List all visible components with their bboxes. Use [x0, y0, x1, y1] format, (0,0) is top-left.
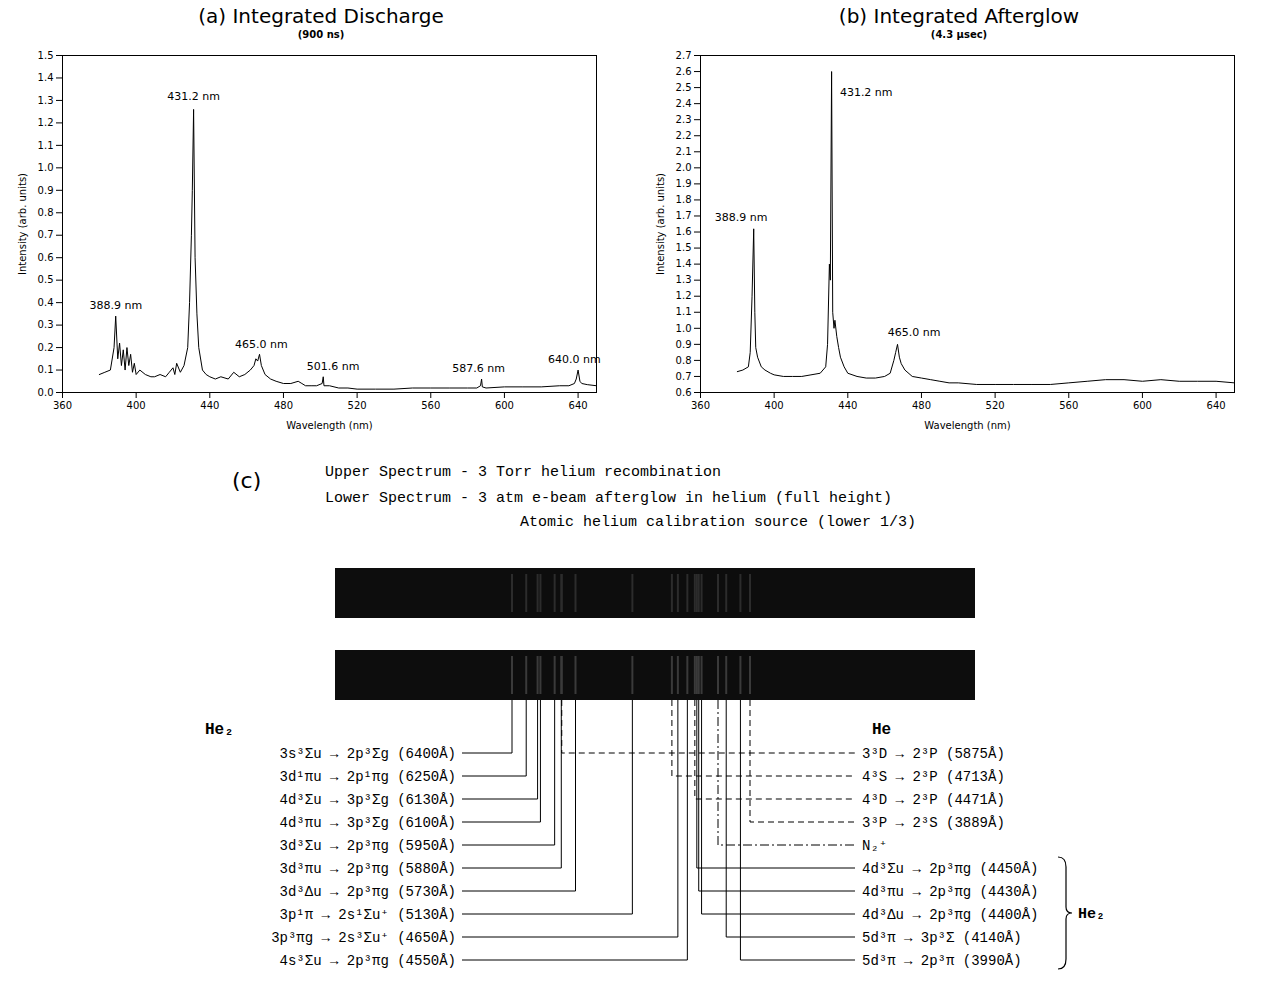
svg-text:431.2 nm: 431.2 nm [167, 90, 220, 103]
svg-text:1.4: 1.4 [676, 258, 692, 269]
svg-text:0.3: 0.3 [38, 319, 54, 330]
svg-text:4³S → 2³P (4713Å): 4³S → 2³P (4713Å) [862, 769, 1005, 785]
svg-text:2.1: 2.1 [676, 146, 692, 157]
svg-text:3d³Σu → 2p³πg (5950Å): 3d³Σu → 2p³πg (5950Å) [280, 838, 456, 854]
svg-text:5d³π → 3p³Σ (4140Å): 5d³π → 3p³Σ (4140Å) [862, 930, 1022, 946]
svg-text:3³P → 2³S (3889Å): 3³P → 2³S (3889Å) [862, 815, 1005, 831]
svg-text:1.9: 1.9 [676, 178, 692, 189]
svg-text:2.6: 2.6 [676, 66, 692, 77]
svg-text:1.2: 1.2 [38, 117, 54, 128]
svg-text:0.7: 0.7 [38, 229, 54, 240]
svg-text:600: 600 [495, 400, 514, 411]
svg-text:400: 400 [765, 400, 784, 411]
svg-text:465.0 nm: 465.0 nm [888, 326, 941, 339]
svg-text:4³D → 2³P (4471Å): 4³D → 2³P (4471Å) [862, 792, 1005, 808]
svg-text:1.4: 1.4 [38, 72, 54, 83]
html-text:(900 ns): (900 ns) [297, 29, 345, 40]
svg-text:0.5: 0.5 [38, 274, 54, 285]
svg-text:560: 560 [421, 400, 440, 411]
svg-text:0.9: 0.9 [676, 339, 692, 350]
html-text:(a) Integrated Discharge: (a) Integrated Discharge [198, 4, 444, 28]
svg-text:3d³πu → 2p³πg (5880Å): 3d³πu → 2p³πg (5880Å) [280, 861, 456, 877]
svg-text:0.2: 0.2 [38, 342, 54, 353]
svg-text:480: 480 [274, 400, 293, 411]
svg-text:2.0: 2.0 [676, 162, 692, 173]
svg-text:Lower Spectrum - 3 atm e-beam: Lower Spectrum - 3 atm e-beam afterglow … [325, 490, 892, 507]
svg-text:3p³πg → 2s³Σu⁺ (4650Å): 3p³πg → 2s³Σu⁺ (4650Å) [271, 930, 456, 946]
svg-text:3³D → 2³P (5875Å): 3³D → 2³P (5875Å) [862, 746, 1005, 762]
svg-text:501.6 nm: 501.6 nm [307, 360, 360, 373]
svg-text:520: 520 [348, 400, 367, 411]
svg-text:1.3: 1.3 [676, 274, 692, 285]
svg-text:360: 360 [691, 400, 710, 411]
svg-text:Wavelength (nm): Wavelength (nm) [286, 420, 372, 431]
svg-text:2.2: 2.2 [676, 130, 692, 141]
svg-text:440: 440 [838, 400, 857, 411]
svg-text:1.1: 1.1 [38, 140, 54, 151]
svg-text:1.6: 1.6 [676, 226, 692, 237]
svg-text:0.0: 0.0 [38, 387, 54, 398]
svg-text:He₂: He₂ [1078, 906, 1105, 923]
svg-text:587.6 nm: 587.6 nm [452, 362, 505, 375]
svg-text:Intensity (arb. units): Intensity (arb. units) [655, 173, 666, 275]
svg-text:Upper Spectrum - 3 Torr helium: Upper Spectrum - 3 Torr helium recombina… [325, 464, 721, 481]
svg-text:5d³π → 2p³π (3990Å): 5d³π → 2p³π (3990Å) [862, 953, 1022, 969]
svg-text:431.2 nm: 431.2 nm [840, 86, 893, 99]
svg-text:0.9: 0.9 [38, 185, 54, 196]
svg-text:440: 440 [200, 400, 219, 411]
svg-text:480: 480 [912, 400, 931, 411]
svg-text:1.1: 1.1 [676, 306, 692, 317]
svg-text:1.5: 1.5 [676, 242, 692, 253]
svg-text:1.3: 1.3 [38, 95, 54, 106]
svg-text:0.6: 0.6 [38, 252, 54, 263]
svg-text:4d³πu → 2p³πg (4430Å): 4d³πu → 2p³πg (4430Å) [862, 884, 1038, 900]
svg-text:1.8: 1.8 [676, 194, 692, 205]
svg-text:640: 640 [569, 400, 588, 411]
svg-text:1.0: 1.0 [38, 162, 54, 173]
html-text:(b) Integrated Afterglow: (b) Integrated Afterglow [838, 4, 1080, 28]
svg-text:3s³Σu → 2p³Σg (6400Å): 3s³Σu → 2p³Σg (6400Å) [280, 746, 456, 762]
svg-text:4s³Σu → 2p³πg (4550Å): 4s³Σu → 2p³πg (4550Å) [280, 953, 456, 969]
svg-text:2.3: 2.3 [676, 114, 692, 125]
svg-text:4d³πu → 3p³Σg (6100Å): 4d³πu → 3p³Σg (6100Å) [280, 815, 456, 831]
svg-text:360: 360 [53, 400, 72, 411]
svg-text:520: 520 [986, 400, 1005, 411]
svg-text:0.8: 0.8 [38, 207, 54, 218]
svg-text:1.5: 1.5 [38, 50, 54, 61]
svg-text:640: 640 [1207, 400, 1226, 411]
html-text:(4.3 μsec): (4.3 μsec) [930, 29, 988, 40]
svg-text:Intensity (arb. units): Intensity (arb. units) [17, 173, 28, 275]
svg-text:He₂: He₂ [205, 721, 234, 739]
svg-text:4d³Σu → 2p³πg (4450Å): 4d³Σu → 2p³πg (4450Å) [862, 861, 1038, 877]
svg-text:2.4: 2.4 [676, 98, 692, 109]
svg-text:Wavelength (nm): Wavelength (nm) [924, 420, 1010, 431]
svg-text:465.0 nm: 465.0 nm [235, 338, 288, 351]
svg-text:3p¹π → 2s¹Σu⁺ (5130Å): 3p¹π → 2s¹Σu⁺ (5130Å) [280, 907, 456, 923]
svg-text:388.9 nm: 388.9 nm [715, 211, 768, 224]
svg-text:0.1: 0.1 [38, 364, 54, 375]
svg-text:0.6: 0.6 [676, 387, 692, 398]
svg-text:4d³Δu → 2p³πg (4400Å): 4d³Δu → 2p³πg (4400Å) [862, 907, 1038, 923]
svg-text:2.5: 2.5 [676, 82, 692, 93]
svg-text:He: He [872, 721, 891, 739]
svg-text:388.9 nm: 388.9 nm [90, 299, 143, 312]
svg-text:Atomic helium calibration sour: Atomic helium calibration source (lower … [520, 514, 916, 531]
svg-text:0.4: 0.4 [38, 297, 54, 308]
svg-text:400: 400 [127, 400, 146, 411]
svg-text:(c): (c) [232, 468, 261, 493]
svg-text:1.2: 1.2 [676, 290, 692, 301]
svg-text:3d¹πu → 2p¹πg (6250Å): 3d¹πu → 2p¹πg (6250Å) [280, 769, 456, 785]
svg-text:640.0 nm: 640.0 nm [548, 353, 601, 366]
svg-text:0.8: 0.8 [676, 355, 692, 366]
svg-text:2.7: 2.7 [676, 50, 692, 61]
svg-text:560: 560 [1059, 400, 1078, 411]
svg-text:600: 600 [1133, 400, 1152, 411]
svg-text:1.0: 1.0 [676, 323, 692, 334]
svg-text:1.7: 1.7 [676, 210, 692, 221]
svg-text:0.7: 0.7 [676, 371, 692, 382]
svg-text:3d³Δu → 2p³πg (5730Å): 3d³Δu → 2p³πg (5730Å) [280, 884, 456, 900]
svg-text:4d³Σu → 3p³Σg (6130Å): 4d³Σu → 3p³Σg (6130Å) [280, 792, 456, 808]
svg-text:N₂⁺: N₂⁺ [862, 838, 887, 854]
